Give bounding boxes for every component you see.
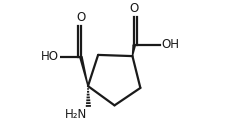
Text: H₂N: H₂N <box>65 108 87 121</box>
Polygon shape <box>132 45 136 56</box>
Text: O: O <box>130 2 139 15</box>
Text: O: O <box>76 11 85 24</box>
Text: HO: HO <box>41 50 59 63</box>
Polygon shape <box>79 56 89 86</box>
Text: OH: OH <box>162 38 180 51</box>
